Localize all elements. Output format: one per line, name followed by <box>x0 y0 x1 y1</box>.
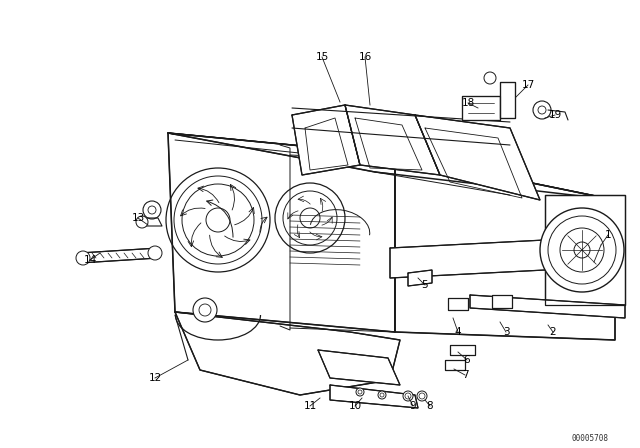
Circle shape <box>378 391 386 399</box>
Polygon shape <box>395 155 615 340</box>
Text: 6: 6 <box>464 355 470 365</box>
Circle shape <box>136 216 148 228</box>
Polygon shape <box>168 133 615 200</box>
Circle shape <box>533 101 551 119</box>
Polygon shape <box>492 295 512 308</box>
Text: 9: 9 <box>410 401 416 411</box>
Polygon shape <box>500 82 515 118</box>
Text: 3: 3 <box>502 327 509 337</box>
Text: 12: 12 <box>148 373 162 383</box>
Polygon shape <box>390 240 545 278</box>
Text: 15: 15 <box>316 52 328 62</box>
Polygon shape <box>330 385 418 408</box>
Polygon shape <box>408 270 432 286</box>
Polygon shape <box>292 105 360 175</box>
Circle shape <box>356 388 364 396</box>
Polygon shape <box>175 312 400 395</box>
Polygon shape <box>445 360 465 370</box>
Circle shape <box>540 208 624 292</box>
Text: 5: 5 <box>422 280 428 290</box>
Text: 4: 4 <box>454 327 461 337</box>
Polygon shape <box>415 115 540 200</box>
Polygon shape <box>448 298 468 310</box>
Circle shape <box>417 391 427 401</box>
Text: 17: 17 <box>522 80 534 90</box>
Circle shape <box>403 391 413 401</box>
Circle shape <box>76 251 90 265</box>
Text: 2: 2 <box>550 327 556 337</box>
Polygon shape <box>345 105 440 175</box>
Polygon shape <box>80 248 158 263</box>
Polygon shape <box>462 96 500 120</box>
Text: 18: 18 <box>461 98 475 108</box>
Circle shape <box>148 246 162 260</box>
Circle shape <box>193 298 217 322</box>
Polygon shape <box>545 195 625 305</box>
Text: 1: 1 <box>605 230 611 240</box>
Text: 10: 10 <box>348 401 362 411</box>
Circle shape <box>484 72 496 84</box>
Text: 14: 14 <box>83 255 97 265</box>
Polygon shape <box>318 350 400 385</box>
Text: 11: 11 <box>303 401 317 411</box>
Polygon shape <box>168 133 395 332</box>
Circle shape <box>143 201 161 219</box>
Text: 16: 16 <box>358 52 372 62</box>
Text: 00005708: 00005708 <box>572 434 609 443</box>
Text: 13: 13 <box>131 213 145 223</box>
Polygon shape <box>450 345 475 355</box>
Text: 7: 7 <box>461 370 468 380</box>
Polygon shape <box>470 295 625 318</box>
Text: 8: 8 <box>427 401 433 411</box>
Text: 19: 19 <box>548 110 562 120</box>
